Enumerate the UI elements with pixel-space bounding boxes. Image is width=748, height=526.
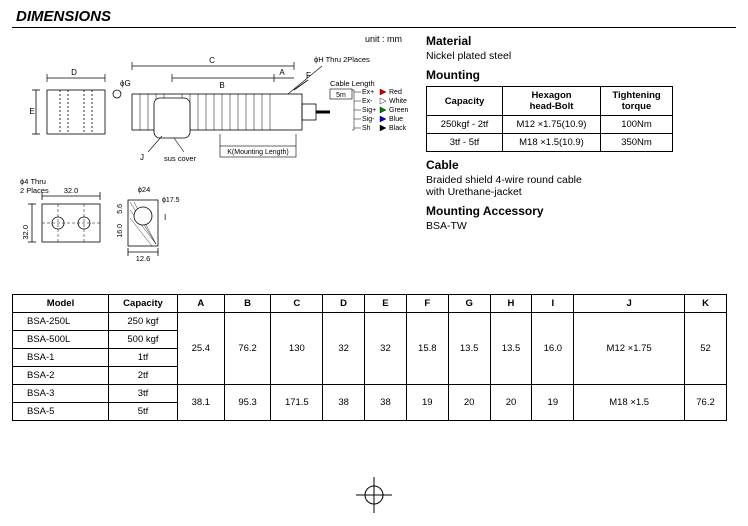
table-header: B — [224, 295, 271, 313]
cable-length-value: 5m — [336, 92, 346, 99]
material-heading: Material — [426, 34, 736, 48]
phi4-callout-l2: 2 Places — [20, 186, 49, 195]
accessory-heading: Mounting Accessory — [426, 204, 736, 218]
wire-color-label: White — [389, 98, 407, 105]
dimensions-table: ModelCapacityABCDEFGHIJK BSA-250L250 kgf… — [12, 294, 727, 421]
cable-length-label: Cable Length — [330, 79, 375, 88]
dim-I: I — [164, 213, 166, 222]
wire-name: Ex- — [362, 98, 373, 105]
wire-name: Sh — [362, 125, 371, 132]
mounting-heading: Mounting — [426, 68, 736, 82]
registration-mark-icon — [354, 475, 394, 518]
dim-B: B — [219, 81, 224, 90]
cable-line2: with Urethane-jacket — [426, 186, 736, 198]
s56: 5.6 — [117, 204, 124, 214]
sus-cover-label: sus cover — [164, 154, 197, 163]
table-row: BSA-250L250 kgf25.476.2130323215.813.513… — [13, 313, 727, 331]
cable-heading: Cable — [426, 158, 736, 172]
dim-D: D — [71, 68, 77, 77]
mounting-col-capacity: Capacity — [427, 87, 503, 116]
side-w: 32.0 — [64, 186, 79, 195]
wire-color-label: Black — [389, 125, 407, 132]
material-value: Nickel plated steel — [426, 50, 736, 62]
wire-color-label: Red — [389, 89, 402, 96]
table-header: I — [532, 295, 574, 313]
table-header: J — [574, 295, 685, 313]
accessory-value: BSA-TW — [426, 220, 736, 232]
wire-name: Sig- — [362, 116, 375, 123]
unit-label: unit : mm — [12, 34, 412, 44]
mounting-col-torque: Tightening torque — [601, 87, 673, 116]
table-header: Capacity — [109, 295, 178, 313]
wire-color-label: Green — [389, 107, 409, 114]
wire-name: Ex+ — [362, 89, 374, 96]
mounting-col-bolt: Hexagon head-Bolt — [503, 87, 601, 116]
wire-color-triangle-icon — [380, 107, 386, 113]
table-header: F — [406, 295, 448, 313]
dim-G: ϕG — [120, 79, 131, 88]
phi4-callout-l1: ϕ4 Thru — [20, 177, 46, 186]
page-title: DIMENSIONS — [0, 0, 748, 27]
table-header: G — [448, 295, 490, 313]
s16: 16.0 — [117, 224, 124, 238]
table-header: D — [323, 295, 365, 313]
d24: ϕ24 — [138, 185, 151, 194]
wire-color-triangle-icon — [380, 89, 386, 95]
title-divider — [12, 27, 736, 28]
dim-A: A — [279, 68, 285, 77]
technical-diagram: C B A D — [12, 44, 412, 284]
cable-line1: Braided shield 4-wire round cable — [426, 174, 736, 186]
dim-J: J — [140, 153, 144, 162]
wire-color-label: Blue — [389, 116, 403, 123]
table-header: K — [685, 295, 727, 313]
table-header: E — [365, 295, 407, 313]
s126: 12.6 — [136, 254, 151, 263]
table-header: C — [271, 295, 323, 313]
dim-C: C — [209, 56, 215, 65]
wire-color-triangle-icon — [380, 125, 386, 131]
d175: ϕ17.5 — [162, 197, 180, 204]
table-header: A — [177, 295, 224, 313]
side-h: 32.0 — [21, 225, 30, 240]
dim-E: E — [29, 107, 34, 116]
wire-color-triangle-icon — [380, 98, 386, 104]
table-header: Model — [13, 295, 109, 313]
wire-name: Sig+ — [362, 107, 376, 114]
wire-color-triangle-icon — [380, 116, 386, 122]
mounting-table: Capacity Hexagon head-Bolt Tightening to… — [426, 86, 673, 152]
k-label: K(Mounting Length) — [227, 149, 288, 156]
table-header: H — [490, 295, 532, 313]
table-row: BSA-33tf38.195.3171.5383819202019M18 ×1.… — [13, 385, 727, 403]
phi-h-callout: ϕH Thru 2Places — [314, 55, 370, 64]
